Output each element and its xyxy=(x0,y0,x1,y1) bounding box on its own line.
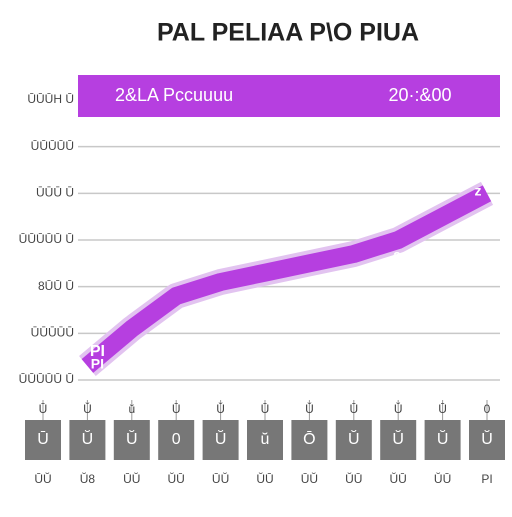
banner-right: 20·:&00 xyxy=(388,85,451,105)
y-tick-label: ŪŪŪ Ū xyxy=(36,186,74,200)
x-tick-label: Ŭ xyxy=(481,429,493,448)
x-top-label: Ū xyxy=(172,402,181,416)
x-top-label: Ŭ xyxy=(83,401,92,416)
category-box xyxy=(25,420,61,460)
x-top-label: 0 xyxy=(484,402,491,416)
x-top-label: Ū xyxy=(39,402,48,416)
x-bottom-label: ŪŬ xyxy=(301,471,318,486)
annotation: 2 xyxy=(393,249,401,265)
annotation: PI xyxy=(91,356,104,372)
x-top-label: Ŭ xyxy=(216,401,225,416)
category-box xyxy=(247,420,283,460)
x-top-label: ŭ xyxy=(128,402,135,416)
x-tick-label: Ŭ xyxy=(126,429,138,448)
category-box xyxy=(69,420,106,460)
x-bottom-label: Ŭ8 xyxy=(80,471,96,486)
category-box xyxy=(424,420,461,460)
x-top-label: Ū xyxy=(349,402,358,416)
annotation: z xyxy=(475,183,482,199)
x-tick-label: Ō xyxy=(303,430,315,448)
category-box xyxy=(202,420,239,460)
x-tick-label: 0 xyxy=(172,431,181,448)
category-box xyxy=(380,420,417,460)
y-tick-label: ŪŪŪH Ū xyxy=(27,92,74,106)
x-bottom-label: PI xyxy=(481,472,492,486)
x-tick-label: ŭ xyxy=(261,431,270,448)
line xyxy=(81,185,492,373)
banner-left: 2&LA Pccuuuu xyxy=(115,85,233,105)
x-tick-label: Ŭ xyxy=(392,429,404,448)
x-top-label: Ŭ xyxy=(394,401,403,416)
y-tick-label: ŪŪŪŪŪ Ū xyxy=(19,232,74,246)
banner xyxy=(78,75,500,117)
chart-title: PAL PELIAA P\O PIUA xyxy=(157,19,419,47)
y-tick-label: ŪŪŪŪŪ Ū xyxy=(19,372,74,386)
y-tick-label: ŪŪŪŪŪ xyxy=(31,326,74,340)
x-tick-label: Ŭ xyxy=(348,429,360,448)
x-top-label: Ū xyxy=(438,402,447,416)
x-top-label: Ŭ xyxy=(305,401,314,416)
x-tick-label: Ū xyxy=(37,430,49,448)
x-bottom-label: ŬŪ xyxy=(345,471,362,486)
x-bottom-label: ŬŪ xyxy=(390,471,407,486)
category-box xyxy=(335,420,372,460)
x-bottom-label: ŪŬ xyxy=(34,471,51,486)
y-tick-label: 8ŪŪ Ū xyxy=(38,279,74,293)
y-tick-label: ŪŪŪŪŪ xyxy=(31,139,74,153)
category-box xyxy=(158,420,195,460)
legend-label: PI xyxy=(90,343,105,360)
category-box xyxy=(469,420,505,460)
category-box xyxy=(113,420,150,460)
x-tick-label: Ŭ xyxy=(215,429,227,448)
category-box xyxy=(291,420,328,460)
x-tick-label: Ŭ xyxy=(437,429,449,448)
x-bottom-label: ŪŬ xyxy=(212,471,229,486)
x-tick-label: Ŭ xyxy=(82,429,94,448)
x-bottom-label: ŪŬ xyxy=(123,471,140,486)
x-bottom-label: ŬŪ xyxy=(434,471,451,486)
x-bottom-label: ŬŪ xyxy=(168,471,185,486)
x-bottom-label: ŬŪ xyxy=(256,471,273,486)
x-top-label: Ū xyxy=(261,402,270,416)
